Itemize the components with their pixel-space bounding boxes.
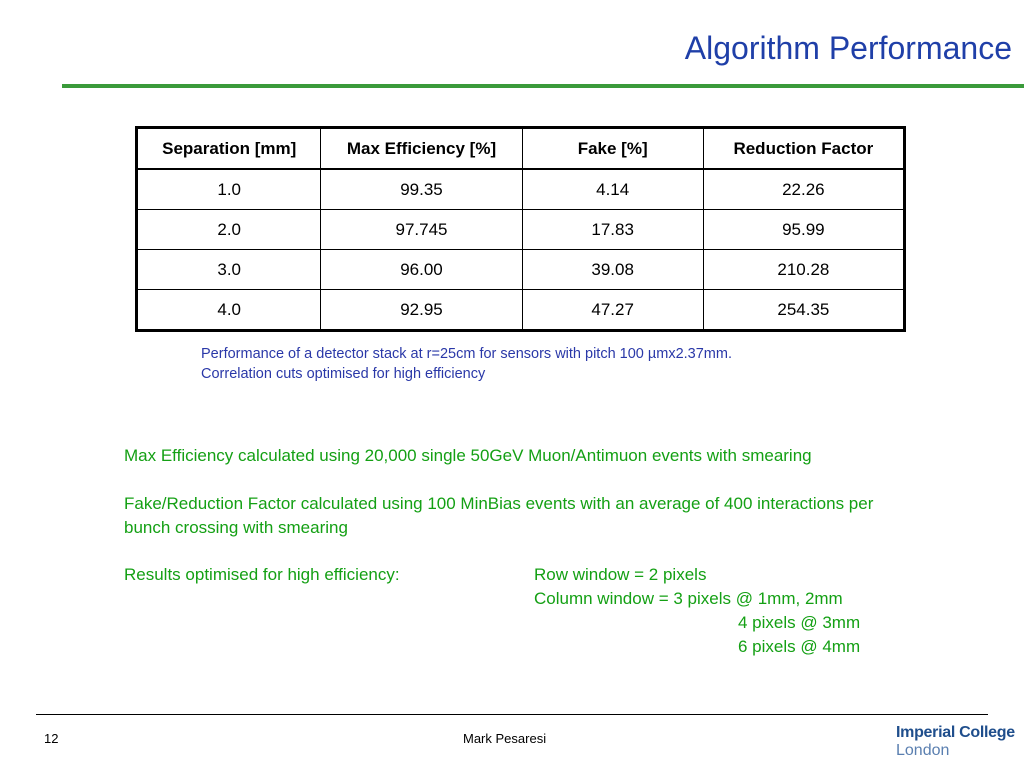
results-line: Row window = 2 pixels [534, 565, 707, 584]
cell-reduction-factor: 254.35 [702, 289, 906, 331]
caption-line: Correlation cuts optimised for high effi… [201, 366, 486, 382]
logo-line-primary: Imperial College [896, 724, 1015, 741]
cell-separation: 3.0 [135, 249, 322, 290]
table-row: 3.0 96.00 39.08 210.28 [135, 249, 906, 290]
table-caption: Performance of a detector stack at r=25c… [201, 344, 732, 384]
fake-reduction-note: Fake/Reduction Factor calculated using 1… [124, 494, 874, 537]
table-row: 4.0 92.95 47.27 254.35 [135, 289, 906, 331]
cell-separation: 2.0 [135, 209, 322, 250]
results-line: Column window = 3 pixels @ 1mm, 2mm [534, 589, 843, 608]
cell-max-efficiency: 96.00 [320, 249, 523, 290]
cell-fake: 4.14 [521, 168, 704, 210]
table-row: 1.0 99.35 4.14 22.26 [135, 168, 906, 210]
cell-reduction-factor: 22.26 [702, 168, 906, 210]
imperial-college-logo: Imperial College London [896, 724, 1015, 760]
max-efficiency-note: Max Efficiency calculated using 20,000 s… [124, 446, 812, 465]
footer-author: Mark Pesaresi [463, 731, 547, 746]
cell-separation: 1.0 [135, 168, 322, 210]
results-line: 6 pixels @ 4mm [738, 637, 861, 656]
results-line: 4 pixels @ 3mm [738, 613, 861, 632]
slide-title: Algorithm Performance [684, 30, 1012, 66]
header-separation: Separation [mm] [135, 127, 322, 170]
cell-fake: 17.83 [521, 209, 704, 250]
cell-separation: 4.0 [135, 289, 322, 331]
table-header-row: Separation [mm] Max Efficiency [%] Fake … [135, 127, 906, 170]
caption-line: Performance of a detector stack at r=25c… [201, 346, 732, 362]
table-row: 2.0 97.745 17.83 95.99 [135, 209, 906, 250]
footer-divider [36, 714, 988, 715]
cell-max-efficiency: 97.745 [320, 209, 523, 250]
cell-max-efficiency: 99.35 [320, 168, 523, 210]
logo-line-secondary: London [896, 742, 950, 759]
header-reduction-factor: Reduction Factor [702, 127, 906, 170]
cell-fake: 47.27 [521, 289, 704, 331]
header-fake: Fake [%] [521, 127, 704, 170]
performance-table: Separation [mm] Max Efficiency [%] Fake … [135, 126, 906, 332]
title-divider [62, 84, 1024, 88]
header-max-efficiency: Max Efficiency [%] [320, 127, 523, 170]
cell-fake: 39.08 [521, 249, 704, 290]
cell-max-efficiency: 92.95 [320, 289, 523, 331]
page-number: 12 [44, 731, 59, 746]
results-label: Results optimised for high efficiency: [124, 565, 400, 584]
cell-reduction-factor: 210.28 [702, 249, 906, 290]
cell-reduction-factor: 95.99 [702, 209, 906, 250]
